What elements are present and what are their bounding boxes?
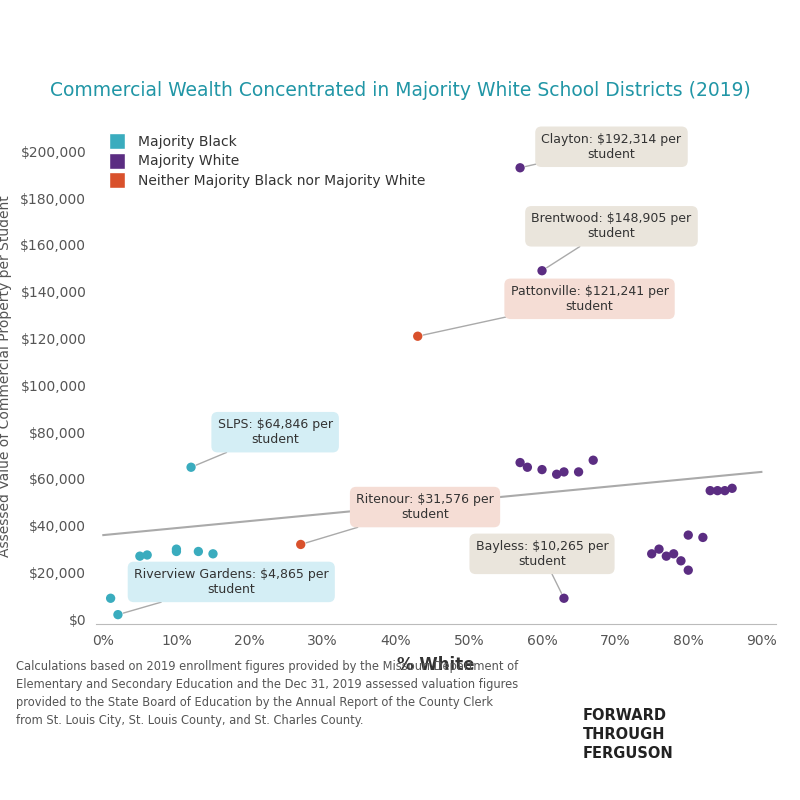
Point [682, 564, 694, 577]
Text: STL: STL [500, 734, 548, 758]
Point [104, 592, 117, 605]
Point [294, 538, 307, 551]
Point [711, 484, 724, 497]
Point [192, 545, 205, 558]
Text: Clayton: $192,314 per
student: Clayton: $192,314 per student [526, 133, 682, 166]
Point [170, 545, 183, 558]
Point [185, 461, 198, 474]
Point [550, 468, 563, 481]
Point [134, 550, 146, 562]
Point [558, 592, 570, 605]
Text: Pattonville: $121,241 per
student: Pattonville: $121,241 per student [423, 285, 669, 335]
Text: Ritenour: $31,576 per
student: Ritenour: $31,576 per student [306, 493, 494, 543]
Point [726, 482, 738, 494]
Point [111, 608, 124, 621]
Point [718, 484, 731, 497]
Point [704, 484, 717, 497]
Text: Brentwood: $148,905 per
student: Brentwood: $148,905 per student [531, 212, 691, 268]
Point [587, 454, 600, 466]
Text: Riverview Gardens: $4,865 per
student: Riverview Gardens: $4,865 per student [123, 568, 329, 613]
Point [536, 264, 549, 277]
Point [697, 531, 710, 544]
Point [411, 330, 424, 342]
Point [572, 466, 585, 478]
Y-axis label: Assessed Value of Commercial Property per Student: Assessed Value of Commercial Property pe… [0, 195, 12, 557]
X-axis label: % White: % White [398, 656, 474, 674]
Text: FORWARD
THROUGH
FERGUSON: FORWARD THROUGH FERGUSON [582, 708, 673, 762]
Point [514, 456, 526, 469]
Text: Bayless: $10,265 per
student: Bayless: $10,265 per student [476, 540, 608, 594]
Legend: Majority Black, Majority White, Neither Majority Black nor Majority White: Majority Black, Majority White, Neither … [103, 135, 425, 188]
Point [141, 549, 154, 562]
Text: Commercial Wealth Concentrated in Majority White School Districts (2019): Commercial Wealth Concentrated in Majori… [50, 81, 750, 100]
Point [514, 162, 526, 174]
Text: SLPS: $64,846 per
student: SLPS: $64,846 per student [196, 418, 333, 465]
Point [170, 542, 183, 555]
Point [536, 463, 549, 476]
Point [660, 550, 673, 562]
Point [646, 547, 658, 560]
Point [558, 466, 570, 478]
Text: Calculations based on 2019 enrollment figures provided by the Missouri Departmen: Calculations based on 2019 enrollment fi… [16, 660, 518, 727]
Point [682, 529, 694, 542]
Point [206, 547, 219, 560]
Point [653, 542, 666, 555]
Point [521, 461, 534, 474]
Point [674, 554, 687, 567]
Point [667, 547, 680, 560]
